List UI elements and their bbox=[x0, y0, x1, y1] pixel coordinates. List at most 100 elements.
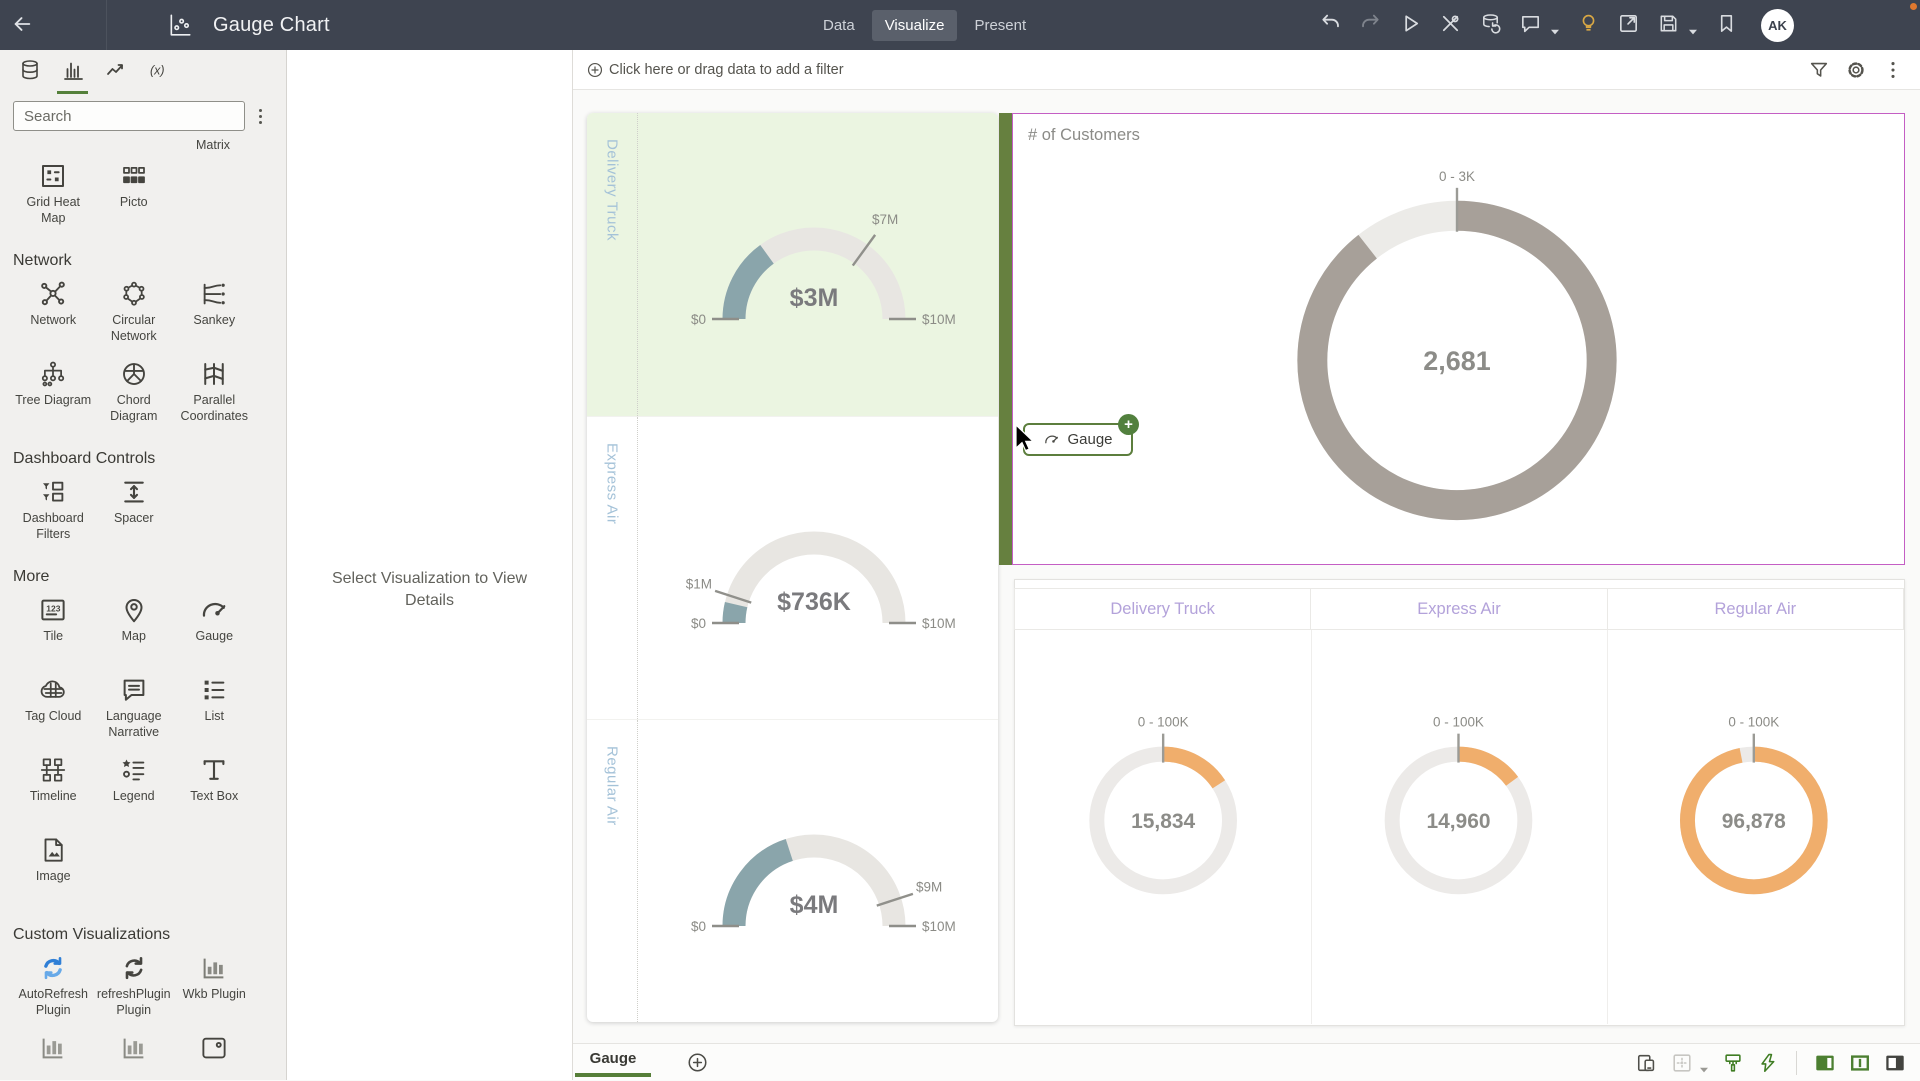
viz-item-chord-diagram[interactable]: Chord Diagram bbox=[94, 359, 175, 435]
user-avatar[interactable]: AK bbox=[1761, 8, 1794, 42]
viz-item-dashboard-filters[interactable]: Dashboard Filters bbox=[13, 477, 94, 553]
viz-item-sankey[interactable]: Sankey bbox=[174, 279, 255, 355]
row-label: Regular Air bbox=[587, 720, 638, 1022]
donut-gauge-chart: 0 - 3K 2,681 bbox=[1297, 169, 1617, 521]
bars-partial-icon bbox=[38, 1033, 68, 1063]
viz-item-tree-diagram[interactable]: Tree Diagram bbox=[13, 359, 94, 435]
viz-item-bars-partial[interactable] bbox=[13, 1033, 94, 1080]
search-input[interactable] bbox=[13, 101, 245, 131]
sidebar-tab-data[interactable] bbox=[8, 50, 51, 94]
svg-text:14,960: 14,960 bbox=[1426, 810, 1490, 833]
save-button[interactable] bbox=[1657, 14, 1680, 37]
gauge-row-regular-air[interactable]: Regular Air $9M $0 $10M $4M bbox=[587, 719, 998, 1022]
gauge-icon bbox=[199, 595, 229, 625]
viz-item-text-box[interactable]: Text Box bbox=[174, 755, 255, 831]
chevron-down-icon[interactable] bbox=[1688, 22, 1698, 35]
gauge-row-express-air[interactable]: Express Air $1M $0 $10M $736K bbox=[587, 416, 998, 719]
undo-button[interactable] bbox=[1319, 14, 1342, 37]
toggle-left-button[interactable] bbox=[1814, 1052, 1836, 1074]
insights-button[interactable] bbox=[1577, 14, 1600, 37]
viz-item-label: Image bbox=[35, 869, 71, 883]
sidebar-tab-analytics[interactable] bbox=[94, 50, 137, 94]
viz-item-label: Timeline bbox=[29, 789, 77, 803]
back-arrow-icon bbox=[11, 13, 33, 38]
viz-item-spacer[interactable]: Spacer bbox=[94, 477, 175, 553]
topbar-actions: AK bbox=[1319, 0, 1794, 50]
plus-circle-icon bbox=[586, 61, 604, 79]
viz-item-circular-network[interactable]: Circular Network bbox=[94, 279, 175, 355]
workbook-title: Gauge Chart bbox=[213, 13, 330, 36]
canvas-actions bbox=[1636, 1044, 1906, 1081]
refresh-data-button[interactable] bbox=[1479, 14, 1502, 37]
viz-section-header: Custom Visualizations bbox=[13, 926, 171, 943]
grid-heat-map-icon bbox=[38, 161, 68, 191]
canvas-grid-button[interactable] bbox=[1671, 1052, 1693, 1074]
viz-item-network[interactable]: Network bbox=[13, 279, 94, 355]
list-icon bbox=[199, 675, 229, 705]
canvas-tab-gauge[interactable]: Gauge bbox=[575, 1044, 651, 1077]
mode-tab-visualize[interactable]: Visualize bbox=[871, 9, 958, 41]
open-window-button[interactable] bbox=[1617, 14, 1640, 37]
viz-item-timeline[interactable]: Timeline bbox=[13, 755, 94, 831]
customers-trellis-panel[interactable]: Delivery Truck Express Air Regular Air 0 -… bbox=[1014, 579, 1905, 1026]
comments-button[interactable] bbox=[1519, 14, 1542, 37]
viz-item-map[interactable]: Map bbox=[94, 595, 175, 671]
play-button[interactable] bbox=[1399, 14, 1422, 37]
tools-button[interactable] bbox=[1439, 14, 1462, 37]
viz-item-label: Chord Diagram bbox=[110, 393, 158, 423]
sales-gauge-panel[interactable]: Delivery Truck $7M $0 $10M $3M Express Air … bbox=[587, 113, 998, 1022]
canvas-menu-kebab[interactable] bbox=[1882, 59, 1904, 81]
toggle-right-icon bbox=[1884, 1052, 1906, 1074]
mode-tab-present[interactable]: Present bbox=[974, 16, 1027, 34]
viz-item-label: Text Box bbox=[190, 789, 239, 803]
sidebar-menu-kebab[interactable] bbox=[255, 105, 266, 128]
viz-item-tag-cloud[interactable]: Tag Cloud bbox=[13, 675, 94, 751]
device-button[interactable] bbox=[1636, 1052, 1658, 1074]
filter-funnel-button[interactable] bbox=[1808, 59, 1830, 81]
chevron-down-icon[interactable] bbox=[1550, 22, 1560, 35]
viz-item-picto[interactable]: Picto bbox=[94, 161, 175, 237]
viz-item-grid-heat-map[interactable]: Grid Heat Map bbox=[13, 161, 94, 237]
bolt-button[interactable] bbox=[1757, 1052, 1779, 1074]
add-plus-badge: + bbox=[1118, 414, 1139, 435]
viz-item-legend[interactable]: Legend bbox=[94, 755, 175, 831]
toggle-center-button[interactable] bbox=[1849, 1052, 1871, 1074]
canvas-settings-button[interactable] bbox=[1845, 59, 1867, 81]
add-canvas-button[interactable] bbox=[686, 1051, 709, 1074]
viz-item-label: Language Narrative bbox=[105, 709, 162, 739]
brush-button[interactable] bbox=[1722, 1052, 1744, 1074]
legend-icon bbox=[119, 755, 149, 785]
mode-tab-data[interactable]: Data bbox=[823, 16, 855, 34]
sidebar-tab-functions[interactable]: (x) bbox=[137, 50, 180, 94]
gauge-row-delivery-truck[interactable]: Delivery Truck $7M $0 $10M $3M bbox=[587, 113, 998, 416]
mode-tabs: Data Visualize Present bbox=[810, 0, 1039, 50]
viz-item-parallel-coordinates[interactable]: Parallel Coordinates bbox=[174, 359, 255, 435]
chevron-down-icon[interactable] bbox=[1699, 1060, 1709, 1072]
viz-item-image-partial[interactable] bbox=[174, 1033, 255, 1080]
image-partial-icon bbox=[199, 1033, 229, 1063]
viz-item-tile[interactable]: 123 Tile bbox=[13, 595, 94, 671]
viz-item-gauge[interactable]: Gauge bbox=[174, 595, 255, 671]
svg-text:15,834: 15,834 bbox=[1131, 810, 1195, 833]
viz-item-refreshplugin-plugin[interactable]: refreshPlugin Plugin bbox=[94, 953, 175, 1029]
add-filter-prompt[interactable]: Click here or drag data to add a filter bbox=[586, 61, 844, 79]
toggle-right-button[interactable] bbox=[1884, 1052, 1906, 1074]
redo-button[interactable] bbox=[1359, 14, 1382, 37]
customers-donut-panel[interactable]: # of Customers 0 - 3K 2,681 bbox=[1012, 113, 1905, 565]
viz-section-header: Network bbox=[13, 252, 72, 269]
viz-item-matrix[interactable]: Matrix bbox=[195, 138, 231, 152]
viz-item-label: Tile bbox=[43, 629, 64, 643]
viz-item-wkb-plugin[interactable]: Wkb Plugin bbox=[174, 953, 255, 1029]
viz-item-bars-partial[interactable] bbox=[94, 1033, 175, 1080]
viz-item-list[interactable]: List bbox=[174, 675, 255, 751]
tools-icon bbox=[1439, 12, 1462, 38]
picto-icon bbox=[119, 161, 149, 191]
back-button[interactable] bbox=[0, 0, 44, 50]
gauge-drag-chip[interactable]: Gauge + bbox=[1023, 414, 1139, 456]
viz-item-language-narrative[interactable]: Language Narrative bbox=[94, 675, 175, 751]
bookmark-button[interactable] bbox=[1715, 14, 1738, 37]
viz-item-autorefresh-plugin[interactable]: AutoRefresh Plugin bbox=[13, 953, 94, 1029]
sidebar-tab-visualizations[interactable] bbox=[51, 50, 94, 94]
bars-partial-icon bbox=[119, 1033, 149, 1063]
viz-item-image[interactable]: Image bbox=[13, 835, 94, 911]
